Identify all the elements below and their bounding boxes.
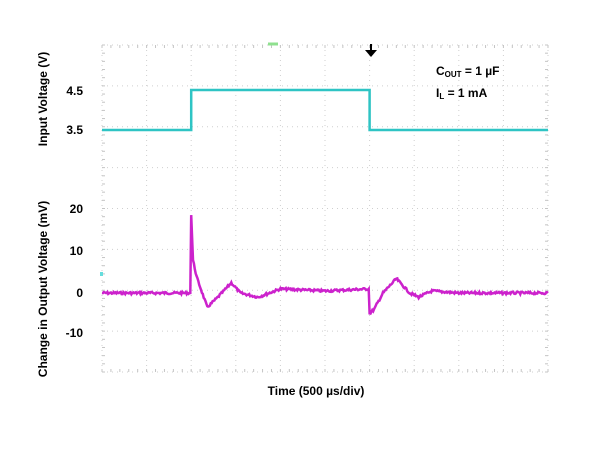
ytick-20: 20 <box>69 202 83 216</box>
conditions-annotation: COUT = 1 µF IL = 1 mA <box>436 62 500 106</box>
cout-label: COUT = 1 µF <box>436 64 500 79</box>
ytick-4-5: 4.5 <box>66 84 83 98</box>
ytick-0: 0 <box>76 286 83 300</box>
ytick-10: 10 <box>69 244 83 258</box>
ytick-minus-10: -10 <box>65 326 83 340</box>
input-voltage-trace <box>102 88 548 132</box>
channel-marker <box>100 272 103 276</box>
trigger-arrow-icon <box>365 44 377 57</box>
ytick-3-5: 3.5 <box>66 123 83 137</box>
time-axis-label: Time (500 µs/div) <box>267 384 365 398</box>
output-voltage-trace <box>101 215 549 316</box>
il-label: IL = 1 mA <box>436 86 488 101</box>
frame-ticks <box>101 44 549 373</box>
